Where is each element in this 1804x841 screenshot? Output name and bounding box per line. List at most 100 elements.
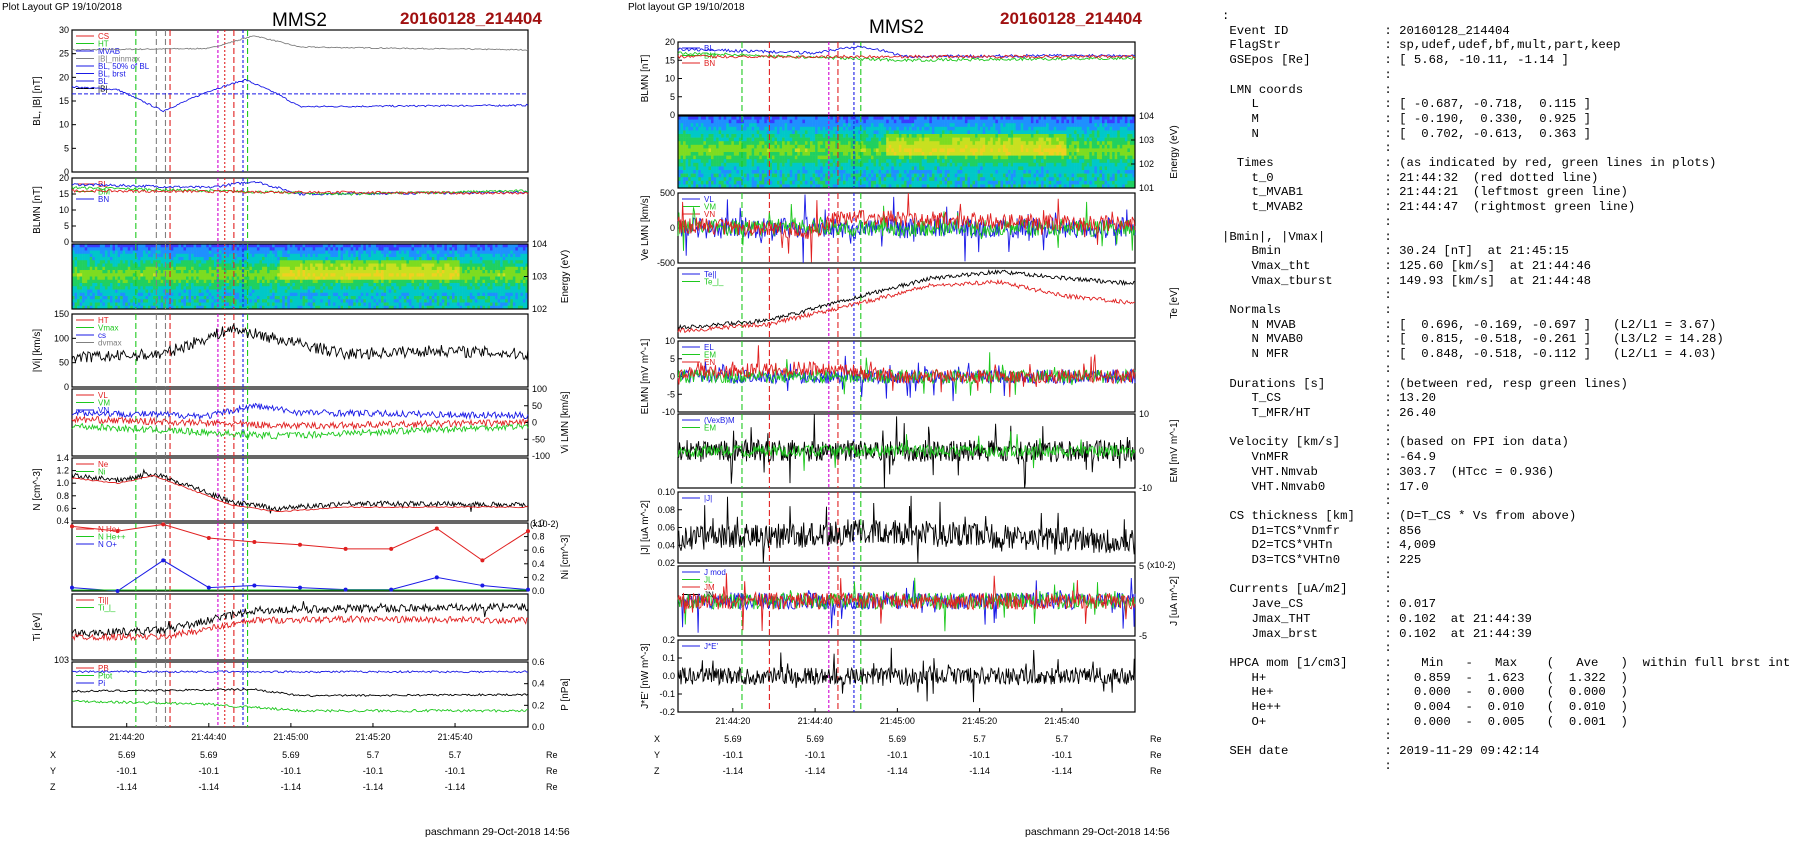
He++-point — [206, 535, 211, 540]
pos-value: 5.7 — [367, 750, 380, 760]
y-tick-label: 0.04 — [657, 540, 675, 550]
info-line: |Bmin|, |Vmax| : — [1222, 229, 1392, 244]
y-tick-label: 0 — [64, 167, 69, 177]
legend-entry: Pi — [98, 679, 105, 688]
y-tick-label: -5 — [1139, 631, 1147, 641]
y-axis-label: N [cm^-3] — [32, 468, 43, 511]
left-panel-frame — [71, 522, 529, 592]
legend-entry: BN — [98, 195, 109, 204]
BN-line — [677, 54, 1136, 59]
pos-value: -10.1 — [723, 750, 744, 760]
y-tick-label: 0.10 — [657, 487, 675, 497]
y-axis-label: P [nPa] — [560, 678, 571, 711]
legend-entry: Te_|_ — [704, 278, 724, 287]
y-tick-label: 0 — [64, 382, 69, 392]
info-line: VHT.Nmvab : 303.7 (HTcc = 0.936) — [1222, 464, 1555, 479]
info-line: : — [1222, 288, 1392, 303]
y-tick-label: -5 — [667, 389, 675, 399]
legend-entry: BL, 50% of BL — [98, 62, 150, 71]
legend-entry: EM — [704, 424, 716, 433]
info-line: VHT.Nmvab0 : 17.0 — [1222, 479, 1429, 494]
VeN-line — [677, 192, 1136, 263]
y-tick-label: 0.02 — [657, 558, 675, 568]
y-tick-label: 10 — [59, 120, 69, 130]
y-tick-label: 104 — [1139, 111, 1154, 121]
EM-line — [677, 431, 1136, 471]
y-tick-label: -0.2 — [659, 707, 675, 717]
legend-entry: HT — [98, 316, 109, 325]
info-line: : — [1222, 361, 1392, 376]
info-line: : — [1222, 214, 1392, 229]
legend-entry: Ni — [98, 468, 106, 477]
info-line: : — [1222, 494, 1392, 509]
y-tick-label: 5 — [64, 221, 69, 231]
info-line: T_CS : 13.20 — [1222, 391, 1437, 406]
legend-entry: EN — [704, 358, 715, 367]
y-tick-label: 500 — [660, 188, 675, 198]
Ni-line — [71, 475, 529, 513]
O+-point — [480, 583, 485, 588]
pos-value: 5.69 — [889, 734, 907, 744]
y-axis-label: Ti [eV] — [32, 613, 43, 642]
legend-entry: VL — [704, 195, 714, 204]
y-axis-label: J [uA m^-2] — [1169, 576, 1180, 626]
y-tick-label: 103 — [1139, 135, 1154, 145]
legend-entry: Ti|| — [98, 596, 109, 605]
info-line: Event ID : 20160128_214404 — [1222, 23, 1510, 38]
ion-energy-spectrogram — [72, 244, 529, 310]
legend-entry: BN — [704, 59, 715, 68]
legend-entry: dvmax — [98, 339, 122, 348]
He++-point — [161, 522, 166, 527]
pos-unit: Re — [546, 782, 558, 792]
info-line: GSEpos [Re] : [ 5.68, -10.11, -1.14 ] — [1222, 53, 1569, 68]
y-axis-label: |J| [uA m^-2] — [640, 500, 651, 555]
legend-entry: J*E' — [704, 642, 718, 651]
info-line: t_0 : 21:44:32 (red dotted line) — [1222, 170, 1599, 185]
pos-value: 5.69 — [200, 750, 218, 760]
info-line: Jmax_brst : 0.102 at 21:44:39 — [1222, 626, 1532, 641]
legend-entry: Te|| — [704, 270, 717, 279]
y-tick-label: 0.0 — [532, 586, 545, 596]
He++-point — [389, 546, 394, 551]
pos-value: 5.69 — [282, 750, 300, 760]
pos-unit: Re — [546, 766, 558, 776]
legend-entry: |J| — [704, 494, 712, 503]
Ptot-line — [71, 688, 529, 698]
mid-panel-frame — [677, 115, 1136, 189]
legend-entry: VL — [98, 391, 108, 400]
y-tick-label: 101 — [1139, 183, 1154, 193]
legend-entry: MVAB — [98, 47, 120, 56]
BM-line — [677, 51, 1136, 63]
y-tick-label: -100 — [532, 451, 550, 461]
pos-value: -10.1 — [116, 766, 137, 776]
y-tick-label: 15 — [665, 55, 675, 65]
He++-point — [434, 526, 439, 531]
legend-entry: HT — [98, 40, 109, 49]
pos-value: -1.14 — [969, 766, 990, 776]
Te-perp-line — [677, 278, 1136, 334]
legend-entry: BM — [98, 188, 110, 197]
y-tick-label: 0.2 — [532, 572, 545, 582]
y-tick-label: 0.08 — [657, 505, 675, 515]
left-panel-frame — [71, 457, 529, 522]
info-line: Times : (as indicated by red, green line… — [1222, 156, 1717, 171]
Ti-par-line — [71, 601, 529, 638]
pos-value: 5.7 — [449, 750, 462, 760]
y-axis-label: Te [eV] — [1169, 287, 1180, 318]
legend-entry: N He+ — [98, 525, 121, 534]
info-line: : — [1222, 420, 1392, 435]
pos-value: -10.1 — [805, 750, 826, 760]
y-tick-label: 15 — [59, 189, 69, 199]
info-line: He++ : 0.004 - 0.010 ( 0.010 ) — [1222, 700, 1628, 715]
info-line: : — [1222, 729, 1392, 744]
info-line: t_MVAB2 : 21:44:47 (rightmost green line… — [1222, 200, 1636, 215]
y-axis-label: Energy (eV) — [560, 250, 571, 303]
pos-value: -1.14 — [1052, 766, 1073, 776]
legend-entry: Ne — [98, 460, 109, 469]
y-tick-label: 0 — [670, 372, 675, 382]
BL-line — [71, 79, 529, 113]
y-tick-label: 5 — [670, 92, 675, 102]
y-axis-label: |Vi| [km/s] — [32, 329, 43, 373]
O+-point — [298, 585, 302, 590]
B-total-line — [71, 35, 529, 51]
